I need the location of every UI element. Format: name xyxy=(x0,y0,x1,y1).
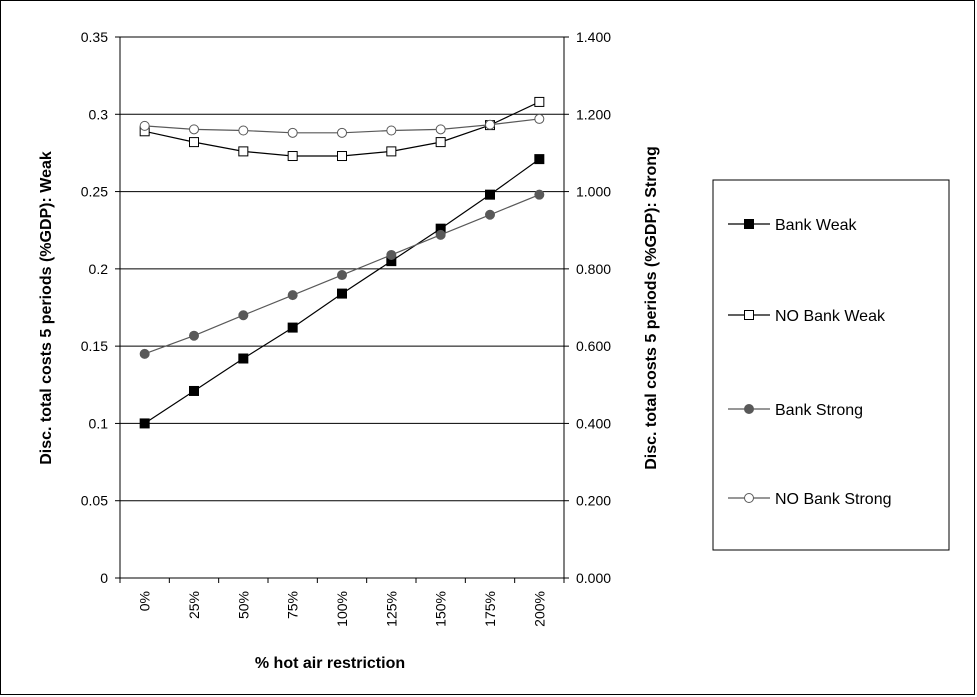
data-point-bank-strong xyxy=(485,209,495,220)
x-tick-label: 25% xyxy=(186,591,202,619)
left-tick-label: 0.15 xyxy=(81,338,108,354)
data-point-no-bank-weak xyxy=(287,151,298,162)
left-tick-label: 0.1 xyxy=(89,415,109,431)
data-point-bank-strong xyxy=(386,249,397,260)
x-axis-title: % hot air restriction xyxy=(255,655,405,672)
data-point-no-bank-weak xyxy=(386,146,397,157)
right-tick-label: 1.400 xyxy=(576,29,611,45)
right-y-ticks: 0.000 0.200 0.400 0.600 0.800 1.000 1.200 1.400 xyxy=(564,29,611,586)
data-point-bank-weak xyxy=(238,353,249,364)
data-point-bank-strong xyxy=(337,270,347,281)
legend-marker xyxy=(744,310,754,320)
data-point-bank-weak xyxy=(139,418,150,429)
series-layer xyxy=(139,96,545,429)
legend-box xyxy=(712,179,950,551)
x-tick-label: 175% xyxy=(482,591,498,627)
left-tick-label: 0.3 xyxy=(89,106,109,122)
right-tick-label: 1.000 xyxy=(576,184,611,200)
data-point-bank-strong xyxy=(238,310,249,321)
data-point-bank-strong xyxy=(189,330,199,341)
data-point-no-bank-strong xyxy=(435,124,446,135)
legend-item-no-bank-strong: NO Bank Strong xyxy=(728,491,892,508)
data-point-no-bank-strong xyxy=(337,127,347,138)
data-point-no-bank-weak xyxy=(238,146,249,157)
x-tick-label: 75% xyxy=(285,591,301,619)
data-point-bank-weak xyxy=(337,288,347,299)
legend-label: Bank Strong xyxy=(775,402,863,419)
legend: Bank Weak NO Bank Weak Bank Strong NO Bank … xyxy=(712,179,950,551)
right-tick-label: 0.800 xyxy=(576,261,611,277)
data-point-no-bank-strong xyxy=(534,113,545,124)
data-point-no-bank-weak xyxy=(189,137,199,148)
series-no-bank-strong xyxy=(139,113,545,138)
right-tick-label: 0.200 xyxy=(576,493,611,509)
left-tick-label: 0.25 xyxy=(81,184,108,200)
legend-label: NO Bank Weak xyxy=(775,308,886,325)
x-tick-label: 200% xyxy=(531,591,547,627)
data-point-bank-weak xyxy=(287,322,298,333)
legend-marker xyxy=(744,404,754,414)
data-point-no-bank-strong xyxy=(238,125,249,136)
left-y-axis-title: Disc. total costs 5 periods (%GDP): Weak xyxy=(38,151,55,465)
right-tick-label: 0.600 xyxy=(576,338,611,354)
legend-label: Bank Weak xyxy=(775,217,858,234)
data-point-no-bank-strong xyxy=(386,125,397,136)
x-tick-label: 100% xyxy=(334,591,350,627)
legend-item-bank-strong: Bank Strong xyxy=(728,402,863,419)
data-point-bank-strong xyxy=(287,290,298,301)
axes xyxy=(119,37,565,579)
legend-label: NO Bank Strong xyxy=(775,491,892,508)
data-point-bank-weak xyxy=(534,154,545,165)
left-tick-label: 0.35 xyxy=(81,29,108,45)
x-ticks: 0% 25% 50% 75% 100% 125% 150% 175% 200% xyxy=(119,578,565,627)
legend-item-no-bank-weak: NO Bank Weak xyxy=(728,308,886,325)
data-point-no-bank-strong xyxy=(189,124,199,135)
legend-marker xyxy=(744,219,754,229)
series-bank-weak xyxy=(139,154,545,429)
left-tick-label: 0.05 xyxy=(81,493,108,509)
right-tick-label: 0.000 xyxy=(576,570,611,586)
legend-item-bank-weak: Bank Weak xyxy=(728,217,858,234)
legend-marker xyxy=(744,493,754,503)
data-point-bank-strong xyxy=(435,229,446,240)
data-point-no-bank-strong xyxy=(287,127,298,138)
data-point-bank-weak xyxy=(189,385,199,396)
data-point-bank-strong xyxy=(534,189,545,200)
left-tick-label: 0 xyxy=(100,570,108,586)
data-point-no-bank-strong xyxy=(139,120,150,131)
data-point-no-bank-strong xyxy=(485,119,495,130)
data-point-no-bank-weak xyxy=(337,151,347,162)
right-y-axis-title: Disc. total costs 5 periods (%GDP): Stro… xyxy=(643,146,660,470)
x-tick-label: 125% xyxy=(383,591,399,627)
right-tick-label: 1.200 xyxy=(576,106,611,122)
x-tick-label: 150% xyxy=(433,591,449,627)
left-tick-label: 0.2 xyxy=(89,261,109,277)
data-point-bank-weak xyxy=(485,189,495,200)
left-y-ticks: 0 0.05 0.1 0.15 0.2 0.25 0.3 0.35 xyxy=(81,29,120,586)
data-point-no-bank-weak xyxy=(534,96,545,107)
data-point-bank-strong xyxy=(139,348,150,359)
x-tick-label: 50% xyxy=(235,591,251,619)
series-bank-strong xyxy=(139,189,545,359)
gridlines xyxy=(120,36,564,502)
x-tick-label: 0% xyxy=(137,591,153,611)
data-point-no-bank-weak xyxy=(435,137,446,148)
right-tick-label: 0.400 xyxy=(576,415,611,431)
